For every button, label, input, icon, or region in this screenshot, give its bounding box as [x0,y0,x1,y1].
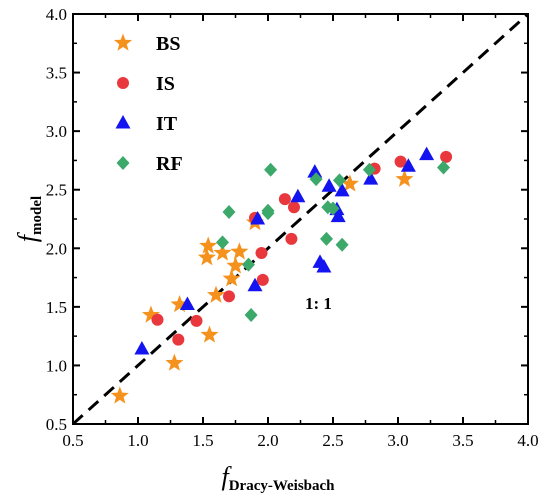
point-rf [320,231,333,246]
point-it [134,341,150,355]
point-it [307,164,323,178]
y-axis-title: fmodel [13,196,45,242]
y-tick-label: 1.0 [46,356,67,375]
point-is [172,333,185,346]
legend-marker-it [115,115,131,129]
point-rf [261,203,275,218]
point-rf [326,201,340,216]
x-tick-label: 2.0 [257,431,278,450]
point-is [256,273,269,286]
point-bs [395,169,414,187]
legend-label-is: IS [156,73,175,95]
legend-marker-rf [116,156,130,170]
x-tick-label: 2.5 [322,431,343,450]
y-tick-label: 1.5 [46,298,67,317]
point-bs [141,305,161,323]
y-tick-label: 3.5 [46,64,67,83]
x-axis-title-main: f [221,462,232,491]
point-bs [230,242,249,260]
x-tick-label: 1.5 [192,431,213,450]
point-rf [244,308,258,323]
point-is [288,201,300,214]
point-rf [216,235,229,250]
point-it [321,178,337,192]
point-it [247,277,263,292]
point-it [316,259,332,273]
point-rf [242,257,255,272]
point-is [151,313,164,326]
point-bs [200,325,219,343]
point-is [190,314,203,327]
x-axis-title-subscript: Dracy-Weisbach [229,478,335,494]
point-rf [309,172,323,187]
point-is [440,150,453,163]
point-rf [333,173,346,188]
legend-label-bs: BS [156,33,180,55]
point-it [400,158,416,172]
point-rf [264,162,278,177]
x-tick-label: 3.5 [452,431,473,450]
point-bs [206,285,226,303]
y-tick-label: 2.0 [46,239,67,258]
point-is [394,155,407,168]
legend-marker-is [117,77,129,89]
point-rf [222,204,236,219]
legend-marker-bs [113,33,133,51]
point-bs [170,295,189,313]
axis-tick-labels: 0.5 1.0 1.5 2.0 2.5 3.0 3.5 4.0 0.5 1.0 1.5 2.0 2.5 3… [46,5,539,450]
point-rf [362,162,376,177]
point-is [278,193,291,206]
point-is [255,246,268,259]
point-bs [226,256,245,274]
point-it [419,146,435,161]
point-bs [222,269,241,287]
y-tick-label: 2.5 [46,181,67,200]
reference-line-label: 1: 1 [305,294,332,313]
point-is [223,290,235,303]
point-it [179,296,195,311]
axis-ticks [72,13,529,425]
point-bs [197,248,216,266]
point-rf [335,237,349,252]
legend-label-rf: RF [156,153,183,175]
legend: BS IS IT RF [113,33,183,175]
y-axis-title-main: f [13,231,42,242]
point-bs [110,386,129,404]
point-is [285,232,298,245]
x-tick-label: 4.0 [517,431,538,450]
point-it [330,208,346,223]
y-tick-label: 4.0 [46,5,67,24]
x-tick-label: 0.5 [62,431,83,450]
point-bs [199,236,218,254]
reference-line-1-1 [71,12,530,426]
x-tick-label: 1.0 [127,431,148,450]
point-bs [165,353,184,371]
y-axis-title-subscript: model [29,196,45,235]
point-it [250,211,266,225]
point-it [334,182,350,197]
point-rf [437,160,450,175]
point-bs [213,243,232,261]
point-it [363,171,379,185]
data-points [110,146,453,404]
x-axis-title: fDracy-Weisbach [221,462,335,494]
y-tick-label: 3.0 [46,122,67,141]
x-tick-label: 3.0 [387,431,408,450]
y-tick-label: 0.5 [46,415,67,434]
legend-label-it: IT [156,113,178,135]
point-bs [340,174,359,192]
point-it [290,188,306,203]
